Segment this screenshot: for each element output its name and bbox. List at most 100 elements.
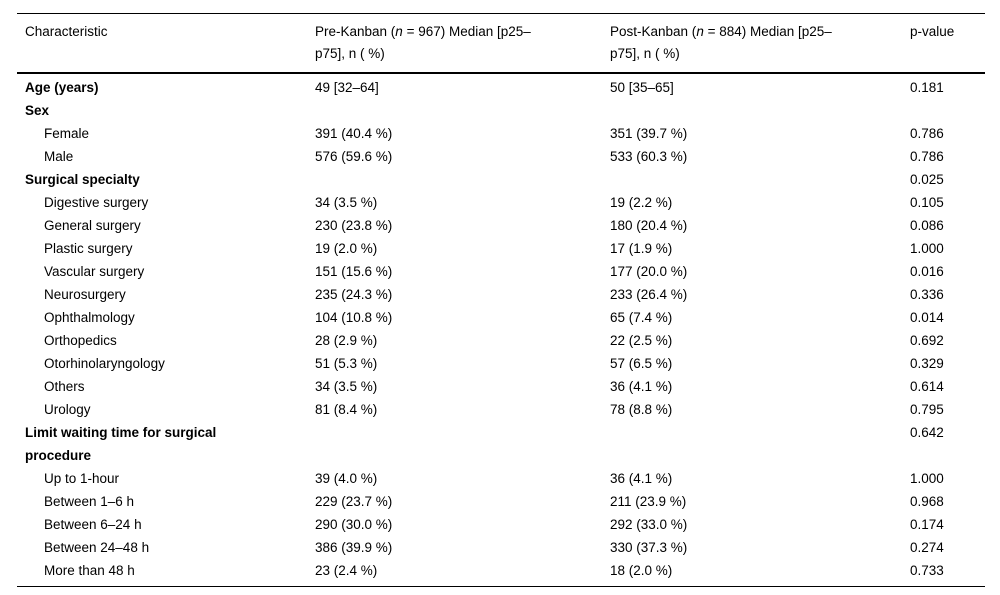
cell-pre-kanban-value: 391 (40.4 %) [315,126,393,141]
cell-pre-kanban-value: 34 (3.5 %) [315,195,378,210]
cell-post-kanban-value: 78 (8.8 %) [610,402,673,417]
cell-p-value: 0.968 [910,494,944,509]
characteristic-label: Between 24–48 h [44,540,150,555]
header-pre-kanban-n-italic: n [395,24,403,39]
table-row: Urology 81 (8.4 %) 78 (8.8 %) 0.795 [17,398,985,421]
cell-p-value: 1.000 [910,471,944,486]
characteristics-table: Characteristic Pre-Kanban (n = 967) Medi… [17,13,985,587]
header-pre-kanban-suffix: = 967) Median [p25–p75], n ( %) [315,24,531,61]
header-post-kanban-suffix: = 884) Median [p25–p75], n ( %) [610,24,832,61]
cell-p-value: 0.733 [910,563,944,578]
cell-post-kanban-value [602,168,902,191]
cell-p-value: 0.614 [910,379,944,394]
characteristic-label: Between 1–6 h [44,494,135,509]
table-row: Vascular surgery 151 (15.6 %) 177 (20.0 … [17,260,985,283]
cell-post-kanban-value: 533 (60.3 %) [610,149,688,164]
cell-post-kanban-value: 36 (4.1 %) [610,471,673,486]
characteristic-label: Between 6–24 h [44,517,142,532]
table-row: General surgery 230 (23.8 %) 180 (20.4 %… [17,214,985,237]
table-body: Age (years) 49 [32–64] 50 [35–65] 0.181 … [17,73,985,587]
characteristic-label: Others [44,379,85,394]
cell-pre-kanban-value: 51 (5.3 %) [315,356,378,371]
table-row: Orthopedics 28 (2.9 %) 22 (2.5 %) 0.692 [17,329,985,352]
cell-characteristic: Neurosurgery [17,283,307,306]
cell-pre-kanban-value: 34 (3.5 %) [315,379,378,394]
cell-pre-kanban-value: 49 [32–64] [315,80,379,95]
cell-pre-kanban-value: 39 (4.0 %) [315,471,378,486]
cell-post-kanban-value: 50 [35–65] [610,80,674,95]
table-row: Female 391 (40.4 %) 351 (39.7 %) 0.786 [17,122,985,145]
characteristic-label: Female [44,126,90,141]
characteristic-label: Orthopedics [44,333,117,348]
cell-post-kanban-value: 22 (2.5 %) [610,333,673,348]
cell-p-value: 1.000 [910,241,944,256]
cell-characteristic: Orthopedics [17,329,307,352]
header-post-kanban-prefix: Post-Kanban ( [610,24,697,39]
cell-post-kanban-value: 36 (4.1 %) [610,379,673,394]
table-row: Digestive surgery 34 (3.5 %) 19 (2.2 %) … [17,191,985,214]
cell-characteristic: Between 1–6 h [17,490,307,513]
cell-post-kanban-value [602,99,902,122]
cell-post-kanban-value: 211 (23.9 %) [610,494,687,509]
table-row: More than 48 h 23 (2.4 %) 18 (2.0 %) 0.7… [17,559,985,587]
cell-p-value: 0.692 [910,333,944,348]
characteristic-label: Otorhinolaryngology [44,356,165,371]
cell-p-value: 0.329 [910,356,944,371]
cell-characteristic: Between 24–48 h [17,536,307,559]
cell-post-kanban-value: 180 (20.4 %) [610,218,688,233]
cell-p-value: 0.336 [910,287,944,302]
cell-post-kanban-value: 57 (6.5 %) [610,356,673,371]
characteristic-label: General surgery [44,218,141,233]
cell-characteristic: Age (years) [17,73,307,99]
cell-p-value: 0.274 [910,540,944,555]
cell-characteristic: Surgical specialty [17,168,307,191]
cell-p-value: 0.025 [910,172,944,187]
cell-pre-kanban-value [307,99,602,122]
characteristic-label: Urology [44,402,91,417]
cell-characteristic: Urology [17,398,307,421]
cell-characteristic: Ophthalmology [17,306,307,329]
table-row: Up to 1-hour 39 (4.0 %) 36 (4.1 %) 1.000 [17,467,985,490]
characteristic-label: Surgical specialty [25,172,140,187]
cell-post-kanban-value: 292 (33.0 %) [610,517,688,532]
table-row: Otorhinolaryngology 51 (5.3 %) 57 (6.5 %… [17,352,985,375]
cell-pre-kanban-value: 81 (8.4 %) [315,402,378,417]
cell-p-value: 0.016 [910,264,944,279]
table-container: Characteristic Pre-Kanban (n = 967) Medi… [17,13,985,587]
characteristic-label: Digestive surgery [44,195,149,210]
cell-pre-kanban-value: 229 (23.7 %) [315,494,393,509]
header-characteristic: Characteristic [17,13,307,74]
cell-post-kanban-value: 177 (20.0 %) [610,264,688,279]
cell-p-value: 0.786 [910,126,944,141]
cell-post-kanban-value: 19 (2.2 %) [610,195,673,210]
cell-pre-kanban-value: 386 (39.9 %) [315,540,393,555]
cell-post-kanban-value: 233 (26.4 %) [610,287,688,302]
characteristic-label: Ophthalmology [44,310,135,325]
header-p-value: p-value [902,13,985,74]
table-row: Plastic surgery 19 (2.0 %) 17 (1.9 %) 1.… [17,237,985,260]
header-p-value-label: p-value [910,24,955,39]
header-pre-kanban-label: Pre-Kanban (n = 967) Median [p25–p75], n… [315,21,560,65]
table-row: Between 1–6 h 229 (23.7 %) 211 (23.9 %) … [17,490,985,513]
header-characteristic-label: Characteristic [25,24,108,39]
cell-post-kanban-value: 351 (39.7 %) [610,126,688,141]
cell-characteristic: Plastic surgery [17,237,307,260]
cell-post-kanban-value [602,421,902,467]
table-row: Male 576 (59.6 %) 533 (60.3 %) 0.786 [17,145,985,168]
cell-p-value: 0.105 [910,195,944,210]
cell-p-value: 0.181 [910,80,944,95]
header-post-kanban: Post-Kanban (n = 884) Median [p25–p75], … [602,13,902,74]
characteristic-label: Sex [25,103,50,118]
characteristic-label: Plastic surgery [44,241,133,256]
header-post-kanban-label: Post-Kanban (n = 884) Median [p25–p75], … [610,21,855,65]
table-row: Between 6–24 h 290 (30.0 %) 292 (33.0 %)… [17,513,985,536]
table-row: Limit waiting time for surgical procedur… [17,421,985,467]
cell-pre-kanban-value: 104 (10.8 %) [315,310,393,325]
cell-characteristic: More than 48 h [17,559,307,587]
table-header-row: Characteristic Pre-Kanban (n = 967) Medi… [17,13,985,74]
cell-pre-kanban-value [307,421,602,467]
table-row: Age (years) 49 [32–64] 50 [35–65] 0.181 [17,73,985,99]
cell-pre-kanban-value: 28 (2.9 %) [315,333,378,348]
table-row: Between 24–48 h 386 (39.9 %) 330 (37.3 %… [17,536,985,559]
